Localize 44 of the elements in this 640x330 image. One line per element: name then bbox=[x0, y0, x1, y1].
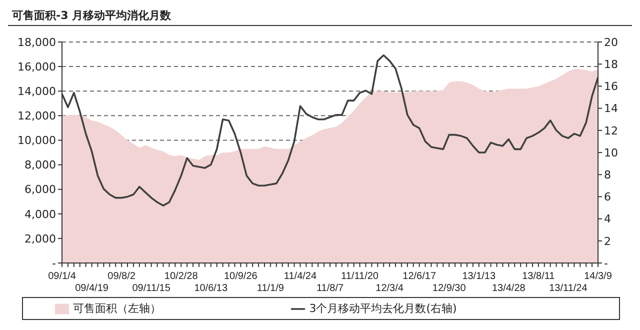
x-tick-label: 11/8/7 bbox=[316, 283, 344, 294]
x-tick-label: 09/4/19 bbox=[75, 283, 109, 294]
y-tick-label: 2,000 bbox=[24, 232, 56, 246]
x-tick-label: 10/6/13 bbox=[194, 283, 228, 294]
x-tick-label: 09/1/4 bbox=[48, 271, 76, 282]
y-tick-label: 12,000 bbox=[18, 110, 56, 123]
y2-tick-label: 12 bbox=[604, 124, 618, 138]
y-tick-label: 16,000 bbox=[18, 60, 56, 74]
y-tick-label: 18,000 bbox=[18, 36, 56, 49]
x-tick-label: 12/6/17 bbox=[402, 271, 436, 282]
chart-title: 可售面积-3 月移动平均消化月数 bbox=[8, 8, 632, 26]
y2-tick-label: 8 bbox=[604, 168, 611, 182]
y2-tick-label: - bbox=[604, 256, 608, 270]
x-tick-label: 13/4/28 bbox=[492, 283, 526, 294]
y2-tick-label: 10 bbox=[604, 146, 618, 160]
y2-tick-label: 6 bbox=[604, 190, 611, 204]
x-tick-label: 13/11/24 bbox=[549, 283, 588, 294]
legend-label: 3个月移动平均去化月数(右轴) bbox=[309, 302, 457, 315]
y-tick-label: 4,000 bbox=[24, 208, 56, 221]
x-tick-label: 11/1/9 bbox=[256, 283, 284, 294]
x-tick-label: 12/9/30 bbox=[432, 283, 466, 294]
y-tick-label: 14,000 bbox=[18, 85, 56, 98]
x-tick-label: 09/8/2 bbox=[108, 271, 136, 282]
x-tick-label: 14/3/9 bbox=[584, 271, 612, 282]
x-tick-label: 11/11/20 bbox=[341, 271, 379, 282]
x-tick-label: 13/1/13 bbox=[462, 271, 496, 282]
y2-tick-label: 14 bbox=[604, 102, 618, 116]
y2-tick-label: 4 bbox=[604, 212, 611, 226]
y2-tick-label: 2 bbox=[604, 234, 611, 248]
x-tick-label: 10/9/26 bbox=[224, 271, 258, 282]
y2-tick-label: 18 bbox=[604, 58, 618, 72]
y2-tick-label: 16 bbox=[604, 80, 618, 94]
y-tick-label: - bbox=[52, 256, 56, 270]
x-tick-label: 11/4/24 bbox=[284, 271, 317, 282]
y-tick-label: 10,000 bbox=[18, 134, 56, 148]
x-tick-label: 09/11/15 bbox=[132, 283, 171, 294]
y-tick-label: 8,000 bbox=[24, 158, 56, 172]
line-series bbox=[61, 54, 599, 206]
x-tick-label: 10/2/28 bbox=[164, 271, 198, 282]
x-tick-label: 13/8/11 bbox=[522, 271, 556, 282]
y2-tick-label: 20 bbox=[604, 36, 618, 49]
y-tick-label: 6,000 bbox=[24, 183, 56, 196]
x-tick-label: 12/3/4 bbox=[376, 283, 404, 294]
legend-label: 可售面积（左轴） bbox=[73, 302, 162, 315]
